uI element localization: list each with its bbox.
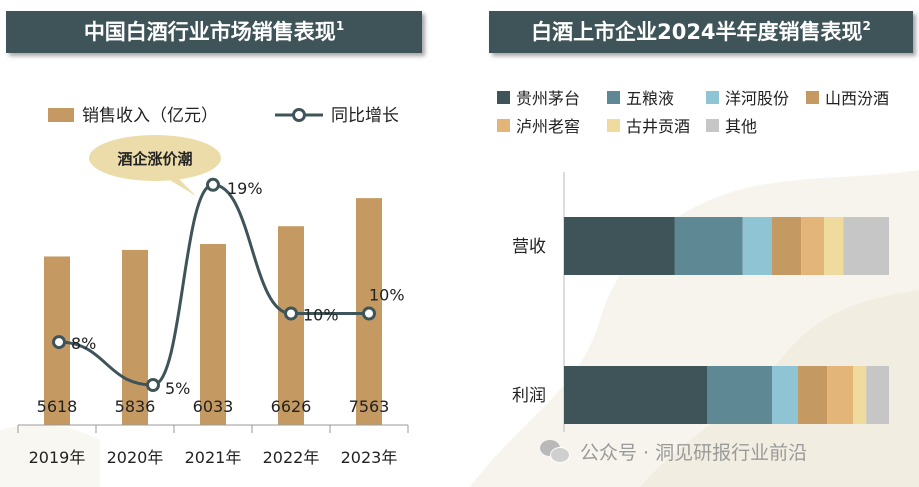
- bar-value-label: 7563: [349, 397, 390, 416]
- annotation-bubble: [89, 135, 221, 181]
- segment-营收-3: [772, 217, 802, 275]
- segment-利润-0: [564, 366, 707, 424]
- legend-line-label: 同比增长: [331, 106, 399, 126]
- left-panel-title: 中国白酒行业市场销售表现1: [6, 11, 422, 53]
- legend-label-0: 贵州茅台: [516, 89, 580, 108]
- growth-point-4: [362, 306, 376, 321]
- growth-label: 5%: [165, 379, 190, 398]
- annotation-pointer: [168, 176, 196, 196]
- x-tick-label: 2023年: [341, 448, 398, 467]
- legend-bar-swatch: [48, 108, 74, 122]
- bar-1: [122, 249, 148, 425]
- growth-label: 10%: [369, 286, 405, 305]
- bar-value-label: 6626: [271, 397, 312, 416]
- growth-label: 10%: [303, 306, 339, 325]
- bar-value-label: 5836: [115, 397, 156, 416]
- legend-swatch-0: [497, 91, 510, 104]
- watermark-text: 公众号 · 洞见研报行业前沿: [580, 442, 808, 464]
- segment-利润-5: [853, 366, 867, 424]
- segment-营收-1: [674, 217, 743, 275]
- annotation-text: 酒企涨价潮: [117, 150, 192, 168]
- legend-swatch-5: [607, 119, 620, 132]
- right-title-text: 白酒上市企业2024半年度销售表现: [531, 20, 863, 44]
- legend-swatch-4: [497, 119, 510, 132]
- growth-point-1: [146, 378, 160, 392]
- segment-营收-0: [564, 217, 675, 275]
- bar-3: [278, 226, 304, 425]
- segment-利润-1: [707, 366, 772, 424]
- watermark: 公众号 · 洞见研报行业前沿: [540, 438, 807, 465]
- right-title-footnote: 2: [862, 19, 871, 33]
- bar-value-label: 5618: [37, 397, 78, 416]
- growth-point-0: [52, 335, 66, 350]
- sales-combo-chart: 销售收入（亿元） 同比增长 5618 5836 6033 6626 7563 2019年 202…: [17, 106, 409, 467]
- segment-利润-2: [772, 366, 798, 424]
- legend-line-marker: [292, 108, 306, 122]
- right-panel-title: 白酒上市企业2024半年度销售表现2: [489, 11, 913, 53]
- y-category-label: 利润: [512, 386, 546, 406]
- legend-label-1: 五粮液: [626, 89, 674, 108]
- growth-point-2: [206, 177, 220, 192]
- legend-swatch-1: [607, 91, 620, 104]
- legend-label-5: 古井贡酒: [626, 117, 690, 136]
- segment-营收-4: [801, 217, 824, 275]
- segment-营收-6: [843, 217, 889, 275]
- growth-label: 19%: [227, 179, 263, 198]
- legend-bar-label: 销售收入（亿元）: [82, 106, 218, 126]
- segment-利润-3: [798, 366, 828, 424]
- x-tick-label: 2021年: [185, 448, 242, 467]
- legend-swatch-2: [706, 91, 719, 104]
- segment-营收-5: [824, 217, 844, 275]
- growth-point-3: [284, 306, 298, 321]
- growth-label: 8%: [71, 334, 96, 353]
- bar-2: [200, 244, 226, 425]
- legend-label-2: 洋河股份: [725, 89, 789, 108]
- legend-label-3: 山西汾酒: [825, 89, 889, 108]
- x-tick-label: 2019年: [29, 448, 86, 467]
- segment-利润-4: [827, 366, 854, 424]
- segment-营收-2: [742, 217, 772, 275]
- legend-label-6: 其他: [725, 117, 757, 136]
- left-title-text: 中国白酒行业市场销售表现: [83, 20, 336, 44]
- legend-swatch-6: [706, 119, 719, 132]
- x-tick-label: 2020年: [107, 448, 164, 467]
- left-title-footnote: 1: [335, 19, 345, 33]
- wechat-icon: [540, 439, 570, 464]
- segment-利润-6: [866, 366, 889, 424]
- bar-value-label: 6033: [193, 397, 234, 416]
- x-tick-label: 2022年: [263, 448, 320, 467]
- legend-label-4: 泸州老窖: [516, 117, 580, 136]
- legend-swatch-3: [806, 91, 819, 104]
- y-category-label: 营收: [512, 237, 546, 257]
